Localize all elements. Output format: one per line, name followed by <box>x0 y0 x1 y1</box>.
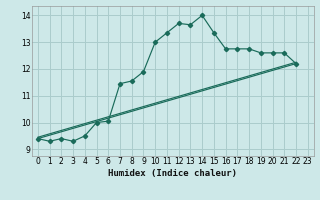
X-axis label: Humidex (Indice chaleur): Humidex (Indice chaleur) <box>108 169 237 178</box>
